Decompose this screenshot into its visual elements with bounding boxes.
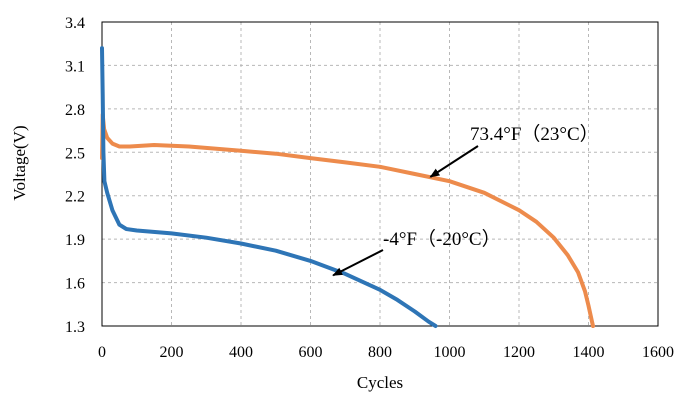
x-tick-label: 400 [229,344,253,361]
x-tick-label: 1200 [503,344,535,361]
y-tick-label: 3.4 [65,15,85,32]
y-tick-label: 2.5 [65,145,85,162]
x-tick-label: 0 [98,344,106,361]
y-tick-label: 1.3 [65,319,85,336]
annotation-arrow-cold [332,249,384,277]
y-tick-label: 2.2 [65,189,85,206]
y-tick-label: 1.6 [65,276,85,293]
x-tick-label: 800 [368,344,392,361]
y-tick-label: 3.1 [65,58,85,75]
y-axis-title: Voltage(V) [10,125,29,200]
x-tick-label: 600 [299,344,323,361]
x-tick-label: 1000 [434,344,466,361]
y-tick-label: 2.8 [65,102,85,119]
annotations: 73.4°F（23°C） -4°F（-20°C） [332,123,599,277]
series-line-orange [100,112,595,328]
x-tick-label: 200 [160,344,184,361]
y-tick-label: 1.9 [65,232,85,249]
x-tick-label: 1600 [642,344,674,361]
series-line-blue [100,46,438,328]
grid-lines [102,22,658,326]
x-axis-title: Cycles [357,373,403,392]
annotation-arrow-warm [429,145,479,178]
plot-area-border [101,21,659,327]
annotation-label-warm: 73.4°F（23°C） [470,123,599,145]
series-group [100,46,595,328]
annotation-label-cold: -4°F（-20°C） [383,228,501,250]
tick-labels: 0 200 400 600 800 1000 1200 1400 1600 1.3 1.6 1.9 2.… [65,15,674,361]
x-tick-label: 1400 [573,344,605,361]
